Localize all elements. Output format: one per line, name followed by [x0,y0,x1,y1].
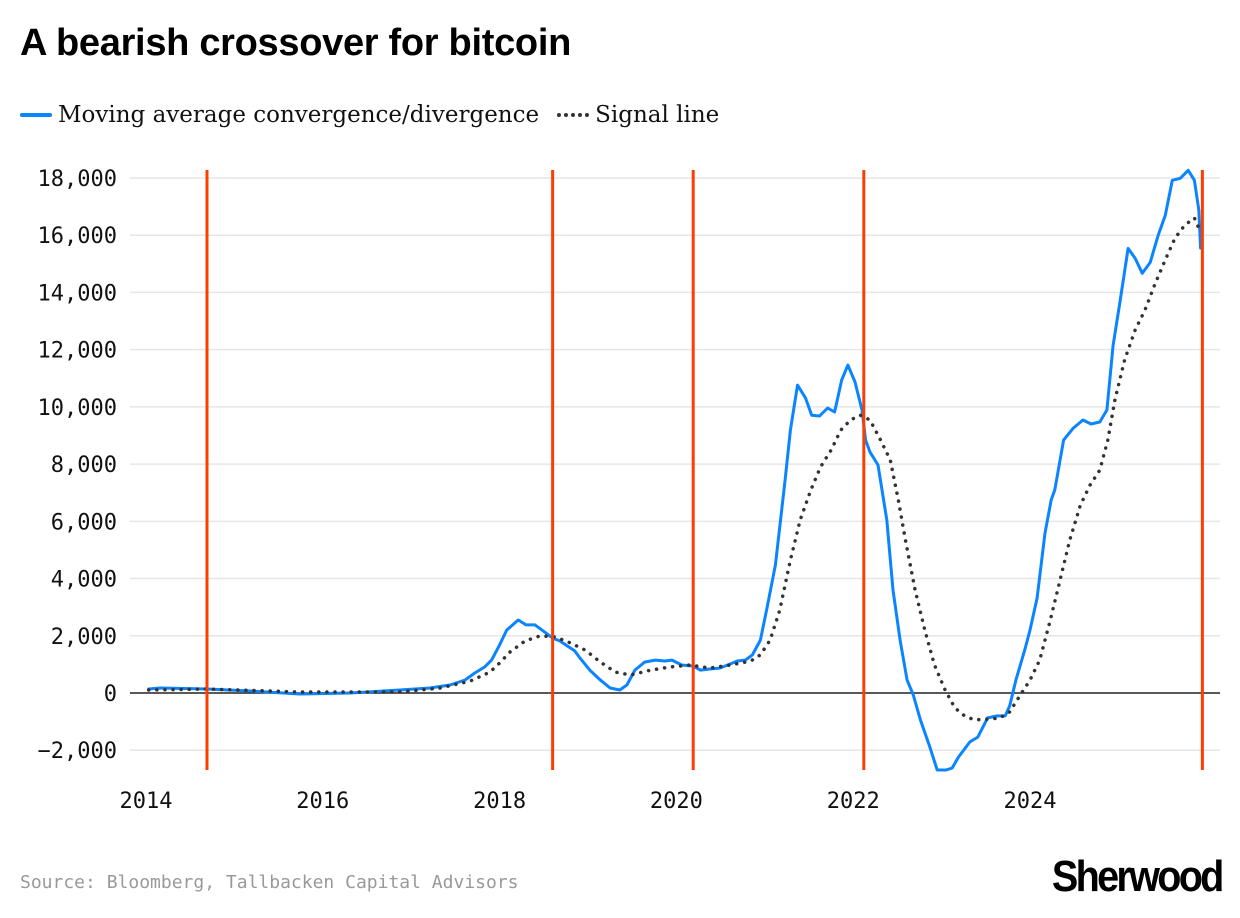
legend-swatch-solid [20,113,52,117]
x-tick-label: 2016 [296,789,349,814]
y-tick-label: 8,000 [51,453,117,478]
signal-line [146,216,1203,722]
x-tick-label: 2020 [650,789,703,814]
legend-item-macd: Moving average convergence/divergence [20,102,539,128]
x-axis-ticks: 2014 2016 2018 2020 2022 2024 [120,789,1057,814]
x-tick-label: 2022 [827,789,880,814]
y-tick-label: 12,000 [38,339,117,364]
legend-item-signal: Signal line [557,102,719,128]
y-tick-label: −2,000 [38,739,117,764]
chart-title: A bearish crossover for bitcoin [20,22,571,64]
legend-label-signal: Signal line [595,102,720,128]
x-tick-label: 2018 [473,789,526,814]
y-tick-label: 6,000 [51,510,117,535]
series-lines [146,168,1203,772]
gridlines [130,177,1220,751]
y-tick-label: 14,000 [38,281,117,306]
macd-line [147,168,1203,772]
source-note: Source: Bloomberg, Tallbacken Capital Ad… [20,872,519,893]
x-tick-label: 2024 [1004,789,1057,814]
y-tick-label: 4,000 [51,568,117,593]
y-tick-label: 2,000 [51,625,117,650]
y-tick-label: 18,000 [38,167,117,192]
y-tick-label: 10,000 [38,396,117,421]
crossover-markers [205,170,1204,770]
x-tick-label: 2014 [120,789,173,814]
legend-label-macd: Moving average convergence/divergence [58,102,540,128]
sherwood-logo: Sherwood [1052,852,1225,901]
y-tick-label: 0 [104,682,117,707]
y-axis-ticks: −2,000 0 2,000 4,000 6,000 8,000 10,000 12,000 1… [38,167,117,764]
y-tick-label: 16,000 [38,224,117,249]
legend: Moving average convergence/divergence Si… [20,102,737,128]
legend-swatch-dotted [557,113,590,117]
